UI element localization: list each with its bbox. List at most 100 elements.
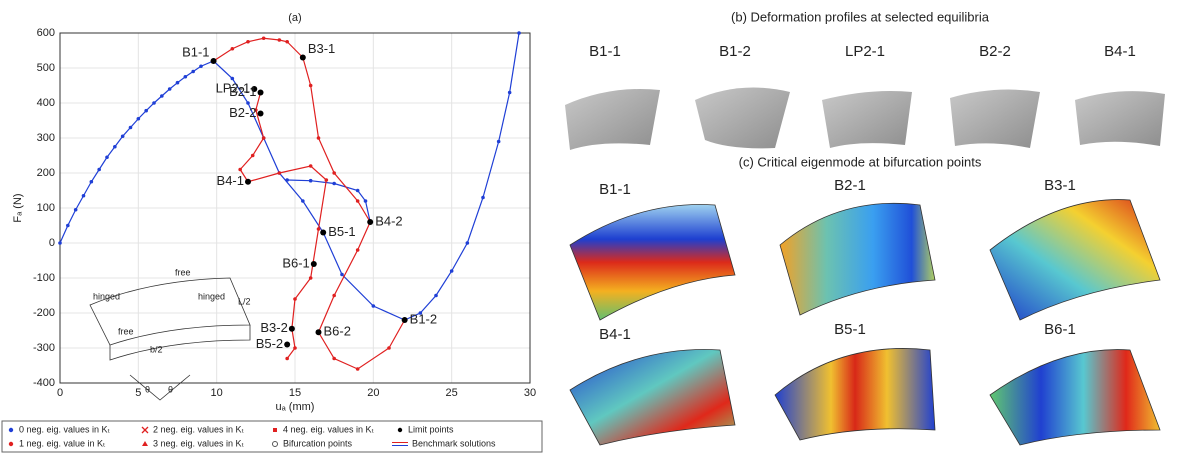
data-point: [434, 293, 438, 298]
y-tick-label: 100: [37, 202, 55, 214]
mode-plate: [989, 199, 1161, 321]
data-point: [285, 39, 289, 44]
data-point: [340, 272, 344, 277]
y-tick-label: 400: [37, 97, 55, 109]
y-axis-label: Fₐ (N): [12, 193, 24, 222]
data-point: [230, 46, 235, 51]
legend-label: 4 neg. eig. values in Kₜ: [283, 424, 375, 434]
data-point: [167, 87, 172, 91]
point-label: B1-2: [410, 311, 437, 326]
data-point: [277, 171, 282, 175]
y-tick-label: 600: [37, 27, 55, 39]
data-point: [418, 311, 423, 315]
limit-point: [310, 261, 317, 267]
point-label: B1-1: [182, 44, 209, 59]
legend-label: Limit points: [408, 424, 454, 434]
profile-label: B4-1: [1104, 43, 1136, 60]
data-point: [355, 367, 360, 371]
limit-point: [245, 178, 251, 185]
mode-label: B1-1: [599, 181, 631, 198]
y-tick-label: -300: [33, 342, 55, 354]
y-tick-label: 500: [37, 62, 55, 74]
data-point: [308, 164, 313, 168]
data-point: [481, 195, 485, 200]
inset-label: free: [175, 267, 191, 277]
inset-label: θ: [145, 384, 150, 394]
y-tick-label: 0: [49, 237, 55, 249]
data-point: [160, 94, 164, 98]
data-point: [308, 178, 313, 183]
data-point: [73, 207, 78, 212]
legend-label: 1 neg. eig. value in Kₜ: [19, 438, 106, 448]
legend-label: 0 neg. eig. values in Kₜ: [19, 424, 111, 434]
data-point: [246, 101, 250, 105]
limit-point: [210, 58, 217, 64]
profile-shape: [822, 91, 912, 148]
inset-label: θ: [168, 384, 173, 394]
data-point: [285, 178, 289, 182]
legend-marker: [142, 441, 148, 446]
y-tick-label: -100: [33, 272, 55, 284]
inset-label: b/2: [150, 344, 163, 354]
legend-label: Benchmark solutions: [412, 438, 496, 448]
point-label: LP2-1: [216, 80, 251, 95]
panel-title: (c) Critical eigenmode at bifurcation po…: [739, 154, 982, 169]
profile-label: LP2-1: [845, 43, 885, 60]
x-axis-label: uₐ (mm): [276, 401, 315, 413]
data-point: [81, 193, 86, 198]
legend-label: 3 neg. eig. values in Kₜ: [153, 438, 245, 448]
panel-title: (b) Deformation profiles at selected equ…: [731, 9, 990, 24]
mode-label: B6-1: [1044, 321, 1076, 338]
legend-marker: [8, 427, 14, 433]
data-point: [332, 356, 336, 361]
data-point: [238, 167, 242, 172]
point-label: B2-1: [229, 84, 256, 99]
limit-point: [320, 229, 327, 236]
limit-point: [257, 110, 264, 117]
legend-marker: [8, 441, 14, 447]
x-tick-label: 25: [446, 387, 458, 399]
data-point: [308, 276, 313, 280]
limit-point: [315, 329, 322, 336]
mode-plate: [989, 349, 1161, 446]
inset-label: hinged: [93, 291, 120, 301]
limit-point: [367, 219, 374, 225]
limit-point: [251, 86, 258, 92]
inset-label: L/2: [238, 296, 251, 306]
inset-label: hinged: [198, 291, 225, 301]
inset-label: free: [118, 326, 134, 336]
profile-label: B2-2: [979, 43, 1011, 60]
data-point: [332, 293, 336, 298]
data-point: [199, 64, 203, 69]
data-point: [496, 139, 501, 144]
data-point: [254, 108, 258, 112]
data-point: [261, 136, 266, 140]
plot: 0 5 10 15 20 25 30 -400 -300 -200 -100 0 100 200 300 40…: [33, 27, 536, 399]
data-point: [363, 199, 368, 203]
x-tick-label: 10: [211, 387, 223, 399]
data-point: [136, 116, 141, 121]
data-point: [152, 101, 156, 105]
x-tick-label: 0: [57, 387, 63, 399]
data-point: [183, 74, 188, 79]
eigenmodes: [569, 199, 1161, 446]
legend-marker: [141, 426, 149, 434]
profile-shape: [950, 89, 1040, 148]
legend-label: Bifurcation points: [283, 438, 353, 448]
legend-marker: [397, 427, 403, 433]
x-tick-label: 20: [367, 387, 379, 399]
data-point: [277, 38, 282, 42]
profile-shape: [695, 87, 790, 149]
data-point: [387, 346, 391, 350]
mode-label: B4-1: [599, 326, 631, 343]
data-point: [144, 108, 148, 113]
mode-plate: [779, 202, 936, 316]
point-label: B6-1: [282, 255, 309, 270]
data-point: [191, 69, 195, 74]
mode-label: B5-1: [834, 321, 866, 338]
legend-box: [1, 420, 543, 453]
data-point: [324, 178, 329, 182]
mode-plate: [774, 348, 936, 441]
data-point: [261, 36, 266, 41]
point-label: B5-1: [328, 224, 355, 239]
